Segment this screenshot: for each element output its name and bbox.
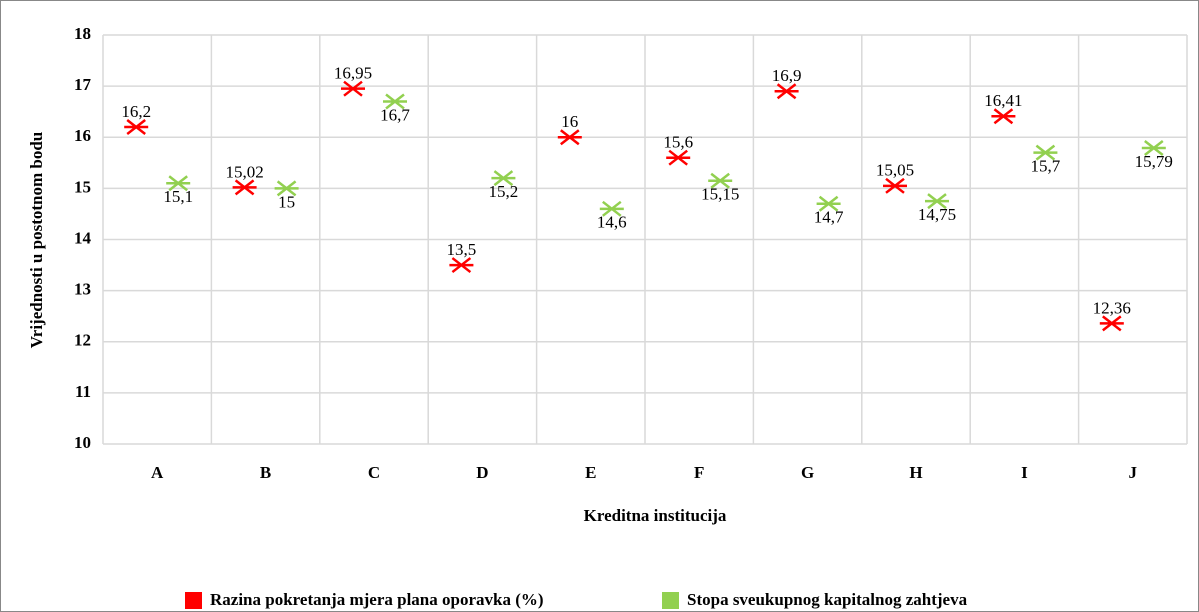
data-label: 15,05	[876, 161, 914, 180]
data-label: 16,7	[380, 105, 410, 124]
marker	[1099, 315, 1124, 332]
data-label: 15,7	[1031, 156, 1061, 175]
data-label: 16,95	[334, 64, 372, 83]
y-tick-label: 18	[74, 24, 91, 43]
marker	[708, 172, 733, 189]
legend-swatch	[662, 592, 679, 609]
marker	[491, 170, 516, 187]
marker	[557, 129, 582, 146]
y-tick-label: 12	[74, 331, 91, 350]
y-tick-label: 13	[74, 280, 91, 299]
y-tick-label: 16	[74, 126, 91, 145]
data-label: 12,36	[1093, 298, 1131, 317]
x-axis-label: Kreditna institucija	[584, 506, 727, 525]
data-label: 15,6	[663, 133, 693, 152]
marker	[341, 80, 365, 97]
data-label: 14,7	[814, 208, 844, 227]
legend-label: Stopa sveukupnog kapitalnog zahtjeva	[687, 590, 968, 609]
marker	[599, 200, 624, 217]
data-label: 14,6	[597, 213, 627, 232]
marker	[449, 257, 474, 274]
legend-swatch	[185, 592, 202, 609]
x-tick-label: F	[694, 463, 704, 482]
data-label: 13,5	[447, 240, 477, 259]
marker	[383, 93, 407, 110]
marker	[1033, 144, 1058, 161]
y-tick-label: 14	[74, 228, 92, 247]
data-label: 16	[561, 112, 578, 131]
marker	[124, 119, 149, 136]
legend-label: Razina pokretanja mjera plana oporavka (…	[210, 590, 544, 609]
data-label: 15	[278, 192, 295, 211]
x-tick-label: D	[476, 463, 488, 482]
marker	[991, 108, 1016, 125]
marker	[774, 83, 799, 100]
marker	[925, 193, 949, 210]
data-label: 15,2	[489, 182, 519, 201]
y-tick-label: 15	[74, 177, 91, 196]
data-label: 15,02	[225, 162, 263, 181]
x-tick-label: I	[1021, 463, 1028, 482]
data-label: 14,75	[918, 205, 956, 224]
marker	[816, 195, 841, 212]
marker	[666, 149, 691, 166]
data-label: 16,2	[121, 102, 151, 121]
data-label: 16,9	[772, 66, 802, 85]
marker	[274, 180, 299, 197]
y-tick-label: 10	[74, 433, 91, 452]
x-tick-label: E	[585, 463, 596, 482]
x-tick-label: C	[368, 463, 380, 482]
y-axis-label: Vrijednosti u postotnom bodu	[27, 132, 46, 348]
x-tick-label: B	[260, 463, 271, 482]
marker	[883, 177, 907, 194]
marker	[166, 175, 191, 192]
data-label: 15,1	[163, 187, 193, 206]
x-tick-label: G	[801, 463, 814, 482]
data-label: 15,79	[1135, 152, 1173, 171]
data-label: 15,15	[701, 185, 739, 204]
marker	[232, 179, 257, 196]
y-tick-label: 17	[74, 75, 92, 94]
x-tick-label: H	[909, 463, 922, 482]
y-tick-label: 11	[75, 382, 91, 401]
marker	[1141, 139, 1166, 156]
data-label: 16,41	[984, 91, 1022, 110]
x-tick-label: J	[1129, 463, 1138, 482]
x-tick-label: A	[151, 463, 164, 482]
